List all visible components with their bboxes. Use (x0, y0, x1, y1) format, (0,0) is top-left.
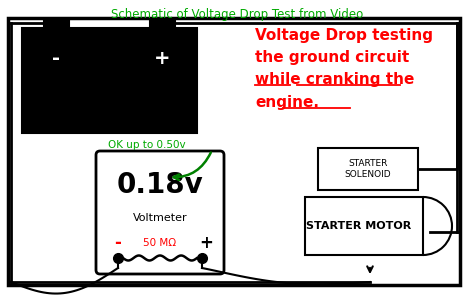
FancyBboxPatch shape (96, 151, 224, 274)
Text: STARTER
SOLENOID: STARTER SOLENOID (345, 159, 392, 179)
Text: +: + (154, 48, 170, 68)
Text: the ground circuit: the ground circuit (255, 50, 409, 65)
Text: Voltage Drop testing: Voltage Drop testing (255, 28, 433, 43)
Bar (318, 148, 418, 190)
Text: -: - (52, 48, 60, 68)
Bar (150, 19, 175, 28)
Text: Schematic of Voltage Drop Test from Video: Schematic of Voltage Drop Test from Vide… (111, 8, 363, 21)
Text: engine.: engine. (255, 95, 319, 110)
Text: while cranking the: while cranking the (255, 72, 414, 87)
Bar (305, 197, 423, 255)
Bar (22, 28, 197, 133)
Text: OK up to 0.50v: OK up to 0.50v (108, 140, 186, 150)
Text: STARTER MOTOR: STARTER MOTOR (306, 221, 411, 231)
Text: 0.18v: 0.18v (117, 171, 203, 199)
Text: -: - (115, 234, 121, 252)
Text: 50 MΩ: 50 MΩ (144, 238, 176, 248)
Bar (44, 19, 69, 28)
Text: Voltmeter: Voltmeter (133, 213, 187, 223)
Text: +: + (199, 234, 213, 252)
